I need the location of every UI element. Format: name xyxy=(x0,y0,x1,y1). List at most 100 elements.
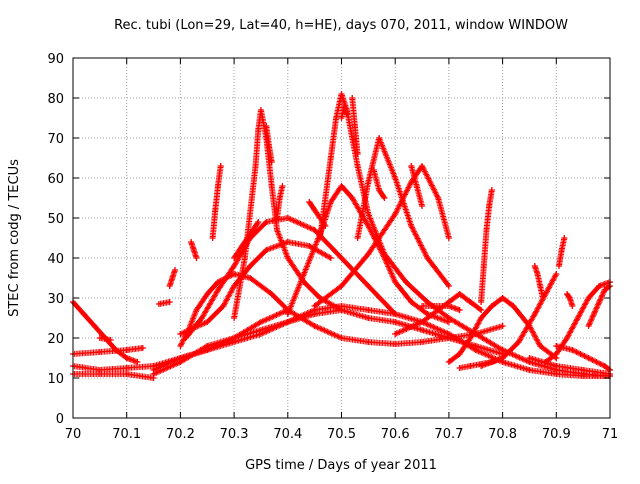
data-point xyxy=(276,195,283,201)
series-arc xyxy=(311,163,452,309)
data-point xyxy=(193,307,200,313)
data-point xyxy=(488,187,495,193)
data-point xyxy=(553,363,560,369)
series-arc xyxy=(96,335,114,343)
data-point xyxy=(601,287,608,293)
series-markers xyxy=(585,283,613,329)
data-point xyxy=(499,295,506,301)
series-arc xyxy=(338,103,350,121)
data-point xyxy=(96,349,103,355)
data-point xyxy=(231,271,238,277)
data-point xyxy=(445,235,452,241)
y-tick-label: 50 xyxy=(47,212,64,227)
series-markers xyxy=(70,371,157,381)
data-point xyxy=(601,363,608,369)
data-point xyxy=(419,327,426,333)
data-point xyxy=(526,367,533,373)
data-point xyxy=(456,307,463,313)
data-point xyxy=(515,339,522,345)
series-arc xyxy=(564,291,576,309)
data-point xyxy=(123,355,130,361)
data-point xyxy=(284,239,291,245)
data-point xyxy=(182,335,189,341)
data-point xyxy=(413,183,420,189)
data-point xyxy=(188,239,195,245)
data-point xyxy=(341,103,348,109)
data-point xyxy=(166,299,173,305)
data-point xyxy=(247,275,254,281)
data-point xyxy=(419,203,426,209)
series-arc xyxy=(349,95,361,157)
x-axis-label: GPS time / Days of year 2011 xyxy=(245,458,437,473)
series-arc xyxy=(531,263,546,301)
series-markers xyxy=(531,263,546,301)
data-point xyxy=(531,311,538,317)
data-point xyxy=(257,319,264,325)
x-tick-label: 70 xyxy=(65,427,82,442)
x-tick-label: 70.8 xyxy=(488,427,517,442)
series-arc xyxy=(70,371,157,381)
data-point xyxy=(311,323,318,329)
data-point xyxy=(445,303,452,309)
data-point xyxy=(268,159,275,165)
x-tick-label: 70.9 xyxy=(542,427,571,442)
data-point xyxy=(241,255,248,261)
data-point xyxy=(553,271,560,277)
data-point xyxy=(177,355,184,361)
data-point xyxy=(467,363,474,369)
series-arc xyxy=(392,291,485,337)
data-point xyxy=(214,279,221,285)
data-point xyxy=(193,255,200,261)
data-point xyxy=(338,335,345,341)
series-arc xyxy=(177,271,506,349)
data-point xyxy=(445,283,452,289)
data-point xyxy=(365,179,372,185)
data-point xyxy=(424,255,431,261)
data-point xyxy=(327,155,334,161)
series-arc xyxy=(274,183,286,221)
data-point xyxy=(284,311,291,317)
data-point xyxy=(408,179,415,185)
chart-title: Rec. tubi (Lon=29, Lat=40, h=HE), days 0… xyxy=(114,18,568,33)
data-point xyxy=(499,347,506,353)
data-point xyxy=(354,151,361,157)
data-point xyxy=(231,283,238,289)
data-point xyxy=(349,95,356,101)
data-point xyxy=(220,303,227,309)
data-point xyxy=(574,315,581,321)
data-point xyxy=(499,355,506,361)
y-tick-label: 90 xyxy=(47,52,64,67)
data-point xyxy=(555,263,562,269)
data-point xyxy=(177,331,184,337)
y-tick-label: 0 xyxy=(56,412,64,427)
data-point xyxy=(534,271,541,277)
data-point xyxy=(456,365,463,371)
data-point xyxy=(537,283,544,289)
data-point xyxy=(306,243,313,249)
data-point xyxy=(392,331,399,337)
data-point xyxy=(478,315,485,321)
y-tick-label: 20 xyxy=(47,332,64,347)
data-point xyxy=(327,199,334,205)
data-point xyxy=(531,263,538,269)
data-point xyxy=(80,311,87,317)
data-point xyxy=(419,163,426,169)
data-point xyxy=(456,291,463,297)
data-point xyxy=(467,335,474,341)
data-point xyxy=(284,255,291,261)
series-arc xyxy=(555,235,568,269)
series-arc xyxy=(263,123,275,165)
data-point xyxy=(435,195,442,201)
y-tick-label: 80 xyxy=(47,92,64,107)
data-point xyxy=(564,291,571,297)
y-tick-label: 10 xyxy=(47,372,64,387)
series-markers xyxy=(209,163,224,241)
grid-lines xyxy=(73,58,610,418)
data-point xyxy=(510,303,517,309)
data-point xyxy=(166,283,173,289)
data-point xyxy=(585,295,592,301)
data-point xyxy=(499,323,506,329)
data-point xyxy=(204,347,211,353)
data-point xyxy=(255,219,262,225)
data-point xyxy=(354,235,361,241)
